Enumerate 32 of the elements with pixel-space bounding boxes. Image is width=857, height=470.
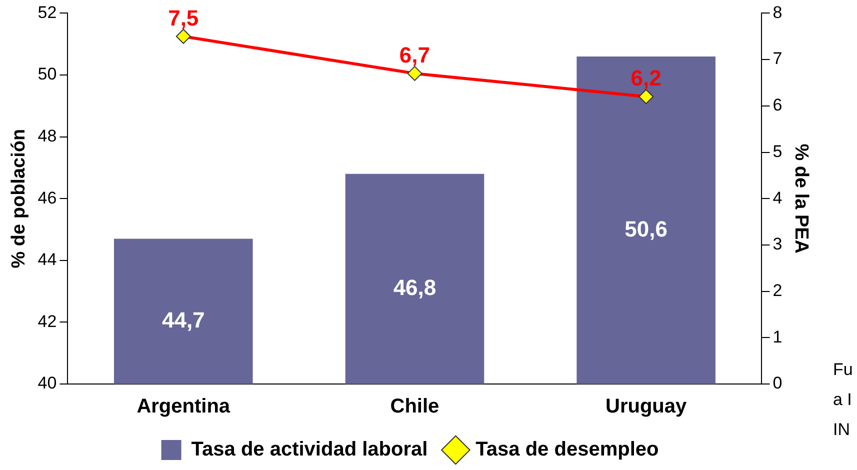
legend-label: Tasa de desempleo [476,438,659,461]
text: Fu [833,360,853,380]
y2-tick-label: 1 [772,327,782,346]
y2-tick-label: 7 [772,49,782,68]
y-tick-label: 50 [38,64,57,84]
y2-tick-label: 8 [772,2,782,22]
x-tick-label: Argentina [136,396,231,418]
y2-tick-label: 0 [772,374,782,393]
x-tick-label: Uruguay [606,396,688,418]
y2-tick-label: 2 [772,280,782,300]
y-tick-label: 46 [38,188,57,208]
text: IN [833,420,850,440]
y-tick-label: 48 [38,126,57,146]
text: a I [833,390,852,410]
y2-tick-label: 6 [772,96,782,115]
y-axis-title: % de población [8,128,30,268]
y-tick-label: 44 [38,250,57,270]
y-tick-label: 52 [38,2,57,22]
y-tick-label: 42 [38,312,57,331]
y-tick-label: 40 [38,374,57,393]
data-label: 6,7 [399,42,430,68]
y2-tick-label: 5 [772,142,782,161]
data-label: 7,5 [168,5,199,30]
legend-label: Tasa de actividad laboral [191,438,428,461]
data-label: 50,6 [624,216,668,242]
y2-tick-label: 4 [772,188,782,208]
data-label: 46,8 [393,275,436,300]
data-label: 44,7 [162,307,205,332]
y2-tick-label: 3 [772,234,782,254]
x-tick-label: Chile [390,396,440,418]
data-label: 6,2 [630,66,662,91]
y2-axis-title: % de la PEA [790,144,812,254]
